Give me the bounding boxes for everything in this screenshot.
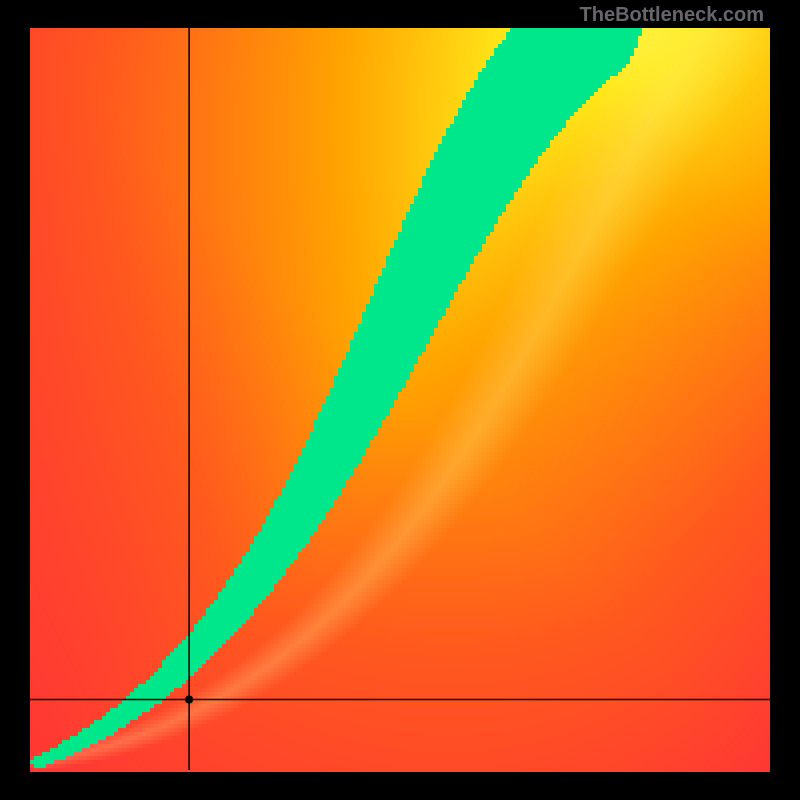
bottleneck-heatmap-canvas	[0, 0, 800, 800]
chart-container: TheBottleneck.com	[0, 0, 800, 800]
watermark-text: TheBottleneck.com	[580, 4, 764, 27]
